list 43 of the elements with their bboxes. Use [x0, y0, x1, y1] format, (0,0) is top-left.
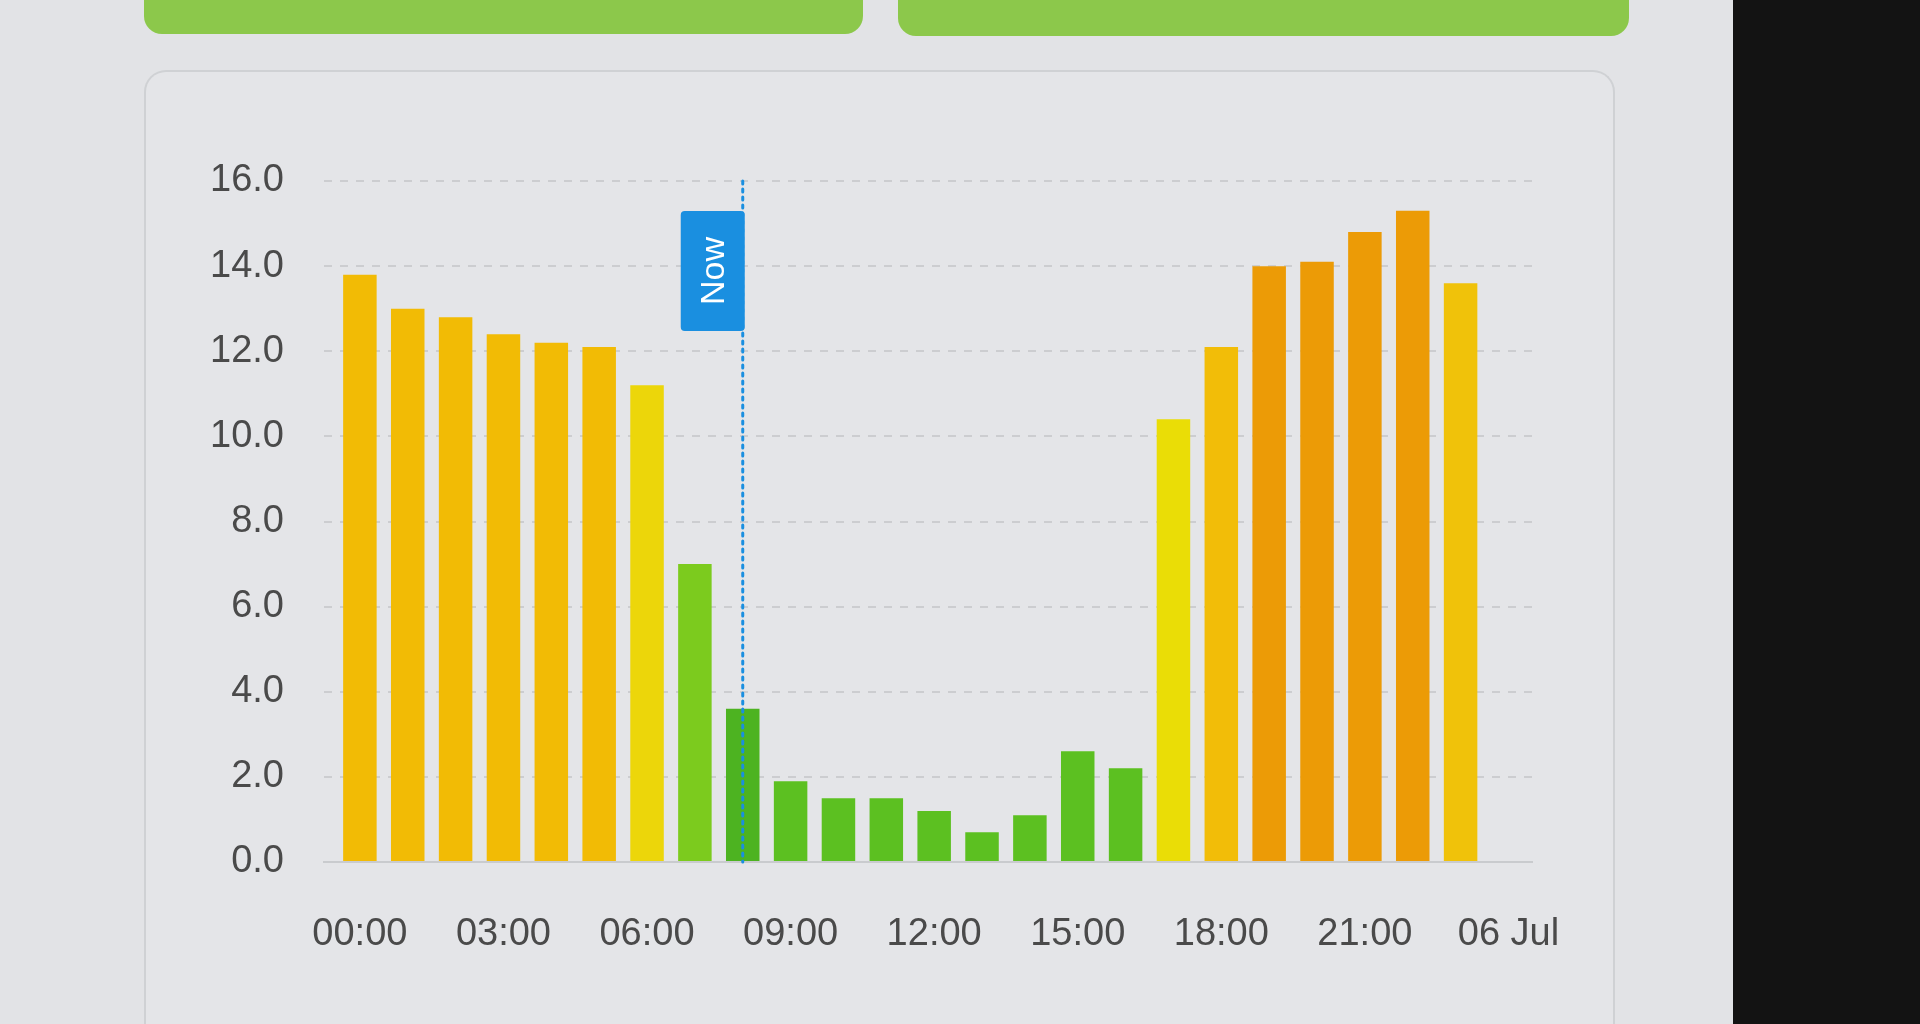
- x-tick-label: 00:00: [312, 911, 408, 954]
- x-tick-label: 06 Jul: [1457, 911, 1560, 954]
- bar: [1156, 419, 1191, 861]
- x-tick-label: 21:00: [1317, 911, 1413, 954]
- bar: [1108, 768, 1143, 861]
- ref-line-label: Now: [693, 236, 732, 306]
- bar: [1013, 815, 1047, 861]
- bar: [1348, 232, 1382, 861]
- bar: [821, 798, 856, 861]
- bar: [1443, 283, 1478, 861]
- y-tick-label: 16.0: [210, 157, 284, 200]
- bar: [438, 317, 473, 861]
- y-tick-label: 12.0: [210, 327, 284, 370]
- y-tick-label: 8.0: [231, 497, 284, 540]
- bar: [1252, 266, 1286, 861]
- bar: [773, 781, 808, 861]
- y-tick-label: 10.0: [210, 412, 284, 455]
- bar: [534, 342, 569, 861]
- bar: [869, 798, 904, 861]
- bar: [1300, 261, 1334, 861]
- bar: [630, 385, 664, 861]
- x-tick-label: 09:00: [743, 911, 839, 954]
- bar: [965, 832, 999, 861]
- x-tick-label: 15:00: [1030, 911, 1126, 954]
- y-tick-label: 2.0: [231, 753, 284, 796]
- bar: [1060, 751, 1095, 861]
- bar: [1204, 346, 1239, 861]
- bar: [582, 346, 616, 861]
- x-tick-label: 03:00: [455, 911, 552, 954]
- y-tick-label: 14.0: [210, 242, 284, 285]
- bar: [917, 810, 951, 861]
- bar: [343, 274, 377, 861]
- x-tick-label: 18:00: [1173, 911, 1269, 954]
- bar: [725, 708, 760, 861]
- y-tick-label: 6.0: [231, 583, 284, 626]
- bar: [678, 564, 712, 861]
- x-tick-label: 12:00: [886, 911, 982, 954]
- y-tick-label: 4.0: [231, 668, 284, 711]
- y-tick-label: 0.0: [231, 838, 284, 881]
- x-tick-label: 06:00: [599, 911, 695, 954]
- bar: [1395, 210, 1430, 861]
- bar: [486, 334, 521, 861]
- bar: [391, 308, 425, 861]
